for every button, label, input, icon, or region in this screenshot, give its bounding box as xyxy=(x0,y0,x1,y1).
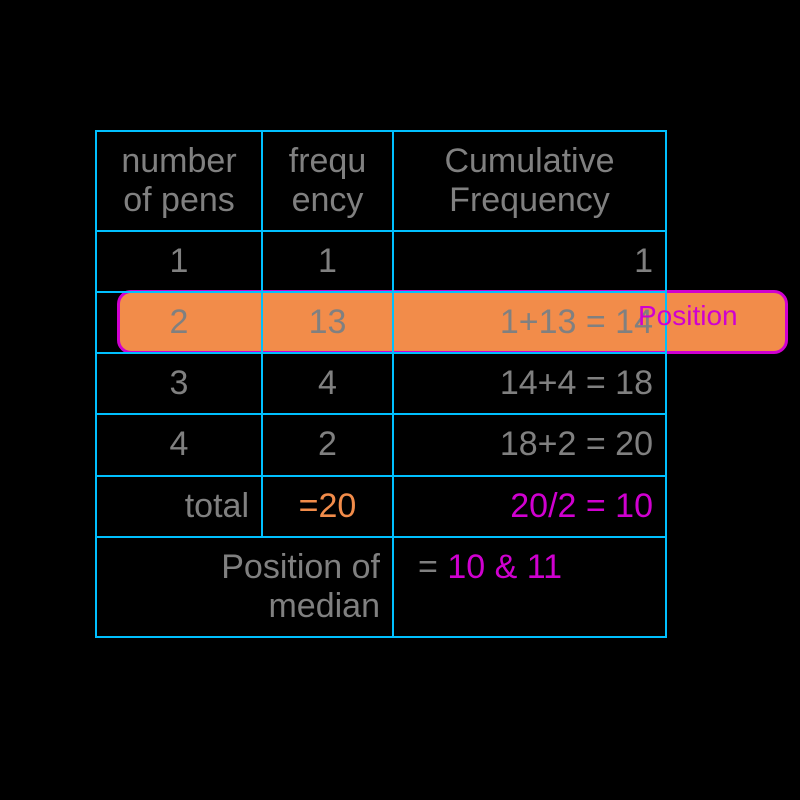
cell-cum: 1 xyxy=(393,231,666,292)
cell-pens: 3 xyxy=(96,353,262,414)
table-row: 4 2 18+2 = 20 xyxy=(96,414,666,475)
position-annotation: Position xyxy=(638,300,738,332)
cell-freq: 2 xyxy=(262,414,393,475)
total-label: total xyxy=(96,476,262,537)
frequency-table: number of pens frequ ency Cumulative Fre… xyxy=(95,130,800,638)
median-value: = 10 & 11 xyxy=(393,537,666,637)
cell-cum: 1+13 = 14 xyxy=(393,292,666,353)
total-value: =20 xyxy=(262,476,393,537)
cell-pens: 2 xyxy=(96,292,262,353)
table-total-row: total =20 20/2 = 10 xyxy=(96,476,666,537)
table-row: 1 1 1 xyxy=(96,231,666,292)
table-row-highlighted: 2 13 1+13 = 14 xyxy=(96,292,666,353)
median-label: Position of median xyxy=(96,537,393,637)
header-number-of-pens: number of pens xyxy=(96,131,262,231)
table-header-row: number of pens frequ ency Cumulative Fre… xyxy=(96,131,666,231)
cell-freq: 1 xyxy=(262,231,393,292)
table-median-row: Position of median = 10 & 11 xyxy=(96,537,666,637)
cell-pens: 1 xyxy=(96,231,262,292)
cell-cum: 14+4 = 18 xyxy=(393,353,666,414)
cell-freq: 13 xyxy=(262,292,393,353)
header-cumulative-frequency: Cumulative Frequency xyxy=(393,131,666,231)
total-calc: 20/2 = 10 xyxy=(393,476,666,537)
cell-freq: 4 xyxy=(262,353,393,414)
cell-cum: 18+2 = 20 xyxy=(393,414,666,475)
table-row: 3 4 14+4 = 18 xyxy=(96,353,666,414)
header-frequency: frequ ency xyxy=(262,131,393,231)
cell-pens: 4 xyxy=(96,414,262,475)
